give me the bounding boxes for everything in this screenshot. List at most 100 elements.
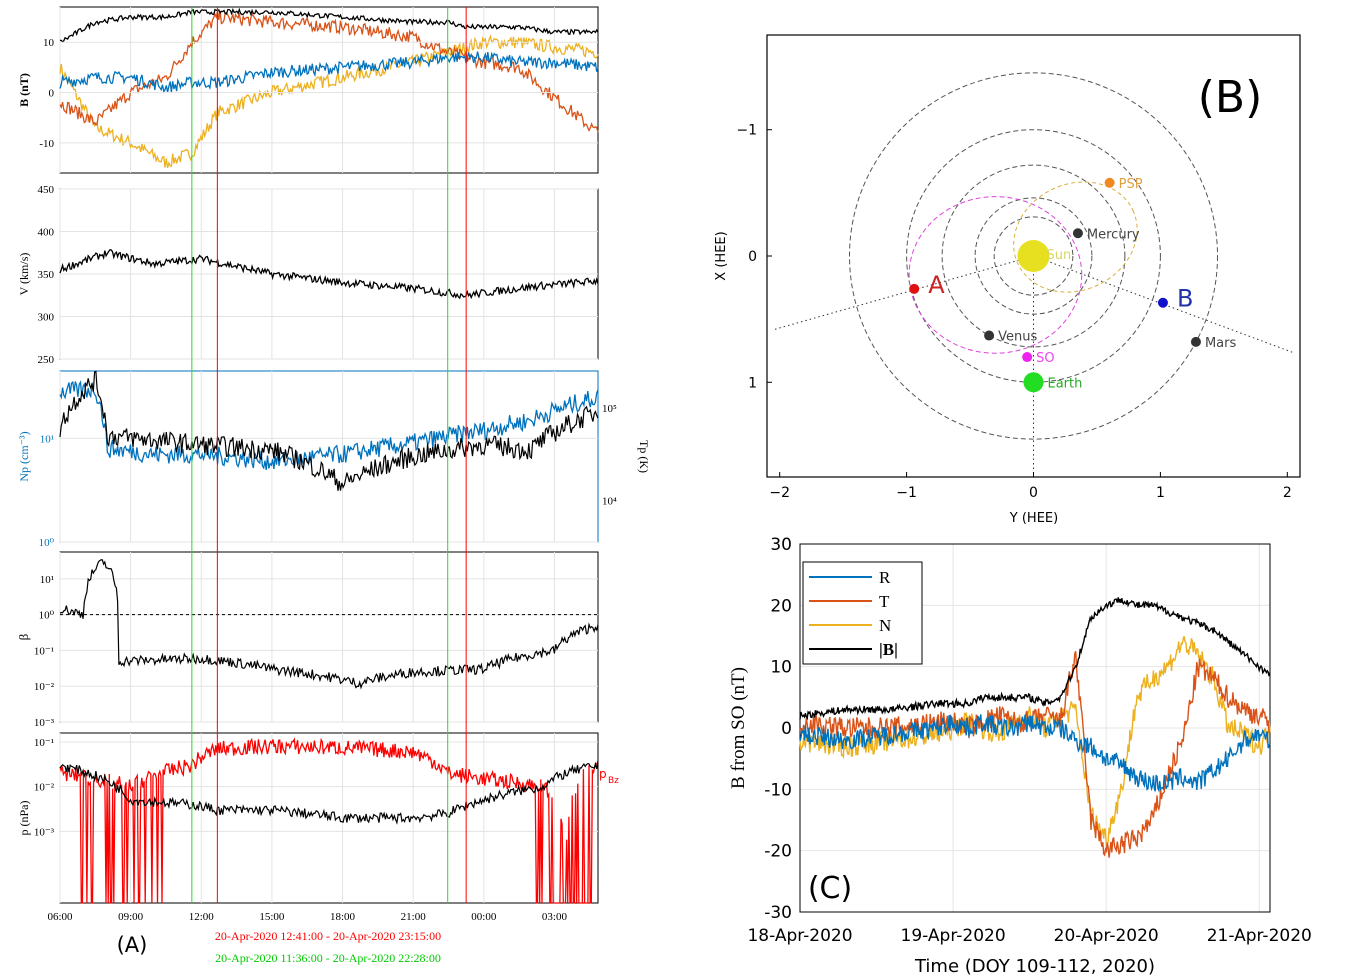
a-b-series-line: [59, 10, 599, 133]
c-legend-label: |B|: [879, 640, 898, 659]
a-pbz-label: p: [599, 767, 607, 781]
c-x-tick-label: 19-Apr-2020: [901, 926, 1006, 946]
a-interval-red: 20-Apr-2020 12:41:00 - 20-Apr-2020 23:15…: [215, 929, 441, 943]
a-np-axis-label: Np (cm⁻³): [17, 431, 31, 481]
b-psp-orbit: [1013, 181, 1138, 293]
a-beta-tick-label: 10⁻²: [34, 681, 55, 693]
a-p-series-line: [59, 760, 599, 825]
a-v-tick-label: 300: [38, 312, 55, 324]
b-point-b: [1157, 297, 1168, 308]
c-legend: RTN |B|: [802, 561, 923, 665]
a-np-tick-label: 10¹: [40, 433, 54, 445]
b-x-axis-label: Y (HEE): [1009, 511, 1058, 526]
a-v-axis-label: V (km/s): [17, 253, 31, 296]
b-label-earth: Earth: [1048, 376, 1083, 391]
a-time-tick-label: 15:00: [259, 911, 285, 923]
panel-c-label: (C): [808, 871, 852, 906]
b-point-so: [1022, 352, 1033, 363]
c-y-tick-label: -30: [764, 903, 792, 923]
c-y-tick-label: 30: [770, 535, 792, 555]
c-x-tick-label: 20-Apr-2020: [1054, 926, 1159, 946]
a-pbz-sub-label: Bz: [608, 776, 619, 786]
b-label-psp: PSP: [1119, 177, 1143, 192]
b-label-sun: Sun: [1047, 248, 1072, 263]
c-legend-label: R: [879, 568, 891, 587]
c-y-tick-label: 10: [770, 658, 792, 678]
b-point-mercury: [1072, 228, 1083, 239]
a-tp-axis-label: Tp (K): [637, 440, 651, 473]
a-np-tick-label: 10⁰: [39, 537, 55, 549]
b-point-venus: [984, 330, 995, 341]
b-so-orbit: [908, 196, 1083, 354]
c-y-tick-label: -10: [764, 780, 792, 800]
b-y-tick-label: −1: [736, 123, 757, 139]
c-x-tick-label: 18-Apr-2020: [747, 926, 852, 946]
a-tp-series-line: [59, 370, 599, 491]
b-line-to-b: [1033, 255, 1296, 354]
c-y-tick-label: 0: [781, 719, 792, 739]
a-v-tick-label: 350: [38, 269, 55, 281]
a-p-tick-label: 10⁻¹: [34, 737, 54, 749]
c-y-tick-label: 20: [770, 596, 792, 616]
b-label-so: SO: [1036, 351, 1054, 366]
a-tp-tick-label: 10⁵: [602, 403, 617, 415]
a-time-tick-label: 00:00: [471, 911, 497, 923]
a-time-tick-label: 06:00: [47, 911, 73, 923]
c-x-axis-label: Time (DOY 109-112, 2020): [914, 956, 1155, 977]
a-b-tick-label: 0: [49, 88, 55, 100]
b-label-mars: Mars: [1205, 336, 1237, 351]
b-orbit-circle: [848, 72, 1219, 440]
a-p-axis-label: p (nPa): [17, 801, 31, 836]
c-x-tick-label: 21-Apr-2020: [1207, 926, 1312, 946]
b-x-tick-label: 0: [1029, 485, 1038, 501]
panel-a: 10 0 -10 B (nT) 450 400 350 300 250 V (km/s) 10¹ 10…: [16, 6, 651, 965]
a-b-series-line: [60, 7, 599, 43]
a-b-series-line: [59, 51, 599, 94]
b-orbit-circle: [974, 197, 1093, 315]
a-p-tick-label: 10⁻³: [34, 826, 55, 838]
b-point-earth: [1023, 372, 1044, 393]
a-b-axis-label: B (nT): [17, 73, 31, 107]
a-time-tick-label: 18:00: [330, 911, 356, 923]
a-subplot-1: [59, 6, 599, 174]
b-orbit-circle: [941, 164, 1126, 348]
b-x-tick-label: 1: [1156, 485, 1165, 501]
a-axes-box: [59, 370, 599, 543]
a-p-tick-label: 10⁻²: [34, 782, 55, 794]
b-orbit-circle: [993, 216, 1074, 296]
a-subplot-3: [59, 370, 599, 543]
b-orbit-circle: [906, 129, 1161, 383]
panel-a-label: (A): [117, 933, 148, 957]
a-v-series-line: [59, 248, 599, 300]
a-time-tick-label: 21:00: [401, 911, 427, 923]
b-point-mars: [1190, 336, 1201, 347]
b-y-axis-label: X (HEE): [714, 231, 729, 280]
a-time-tick-label: 03:00: [542, 911, 568, 923]
a-beta-series-line: [59, 559, 599, 690]
a-subplot-5: [59, 732, 599, 904]
c-legend-label: T: [879, 592, 890, 611]
c-y-axis-label: B from SO (nT): [728, 667, 749, 789]
b-line-to-a: [774, 255, 1034, 330]
b-label-mercury: Mercury: [1087, 227, 1140, 242]
c-y-tick-label: -20: [764, 842, 792, 862]
b-y-tick-label: 1: [748, 375, 757, 391]
b-label-venus: Venus: [998, 330, 1037, 345]
b-label-a: A: [928, 271, 945, 299]
a-pbz-series-line: [59, 737, 599, 904]
c-series-line-r: [799, 713, 1271, 793]
a-beta-tick-label: 10¹: [40, 574, 54, 586]
b-x-tick-label: −1: [896, 485, 917, 501]
a-beta-tick-label: 10⁻¹: [34, 645, 54, 657]
a-beta-tick-label: 10⁻³: [34, 717, 55, 729]
a-v-tick-label: 450: [38, 184, 55, 196]
a-time-tick-label: 12:00: [189, 911, 215, 923]
b-point-psp: [1104, 177, 1115, 188]
a-beta-tick-label: 10⁰: [39, 610, 55, 622]
a-b-tick-label: 10: [43, 37, 55, 49]
c-legend-label: N: [879, 616, 891, 635]
b-x-tick-label: −2: [769, 485, 790, 501]
a-np-series-line: [59, 380, 599, 470]
a-b-series-line: [59, 34, 599, 168]
